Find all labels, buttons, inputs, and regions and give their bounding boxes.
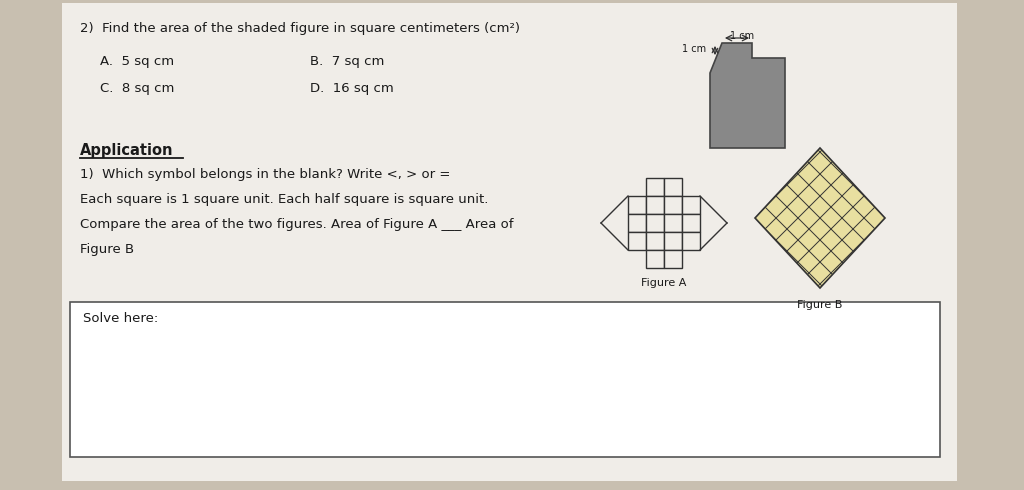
Polygon shape — [755, 148, 885, 288]
Bar — [664, 214, 682, 232]
Bar — [646, 214, 664, 232]
FancyBboxPatch shape — [62, 3, 957, 481]
Text: B.  7 sq cm: B. 7 sq cm — [310, 55, 384, 68]
Text: D.  16 sq cm: D. 16 sq cm — [310, 82, 394, 95]
Bar — [682, 232, 700, 250]
Bar — [664, 178, 682, 196]
Text: 1)  Which symbol belongs in the blank? Write <, > or =: 1) Which symbol belongs in the blank? Wr… — [80, 168, 451, 181]
Text: Solve here:: Solve here: — [83, 312, 159, 325]
Bar — [646, 232, 664, 250]
Bar — [628, 196, 646, 214]
Text: 1 cm: 1 cm — [730, 31, 754, 41]
Bar — [682, 196, 700, 214]
Bar — [664, 196, 682, 214]
Text: 1 cm: 1 cm — [682, 44, 707, 54]
Text: A.  5 sq cm: A. 5 sq cm — [100, 55, 174, 68]
Bar — [628, 214, 646, 232]
Text: Figure B: Figure B — [80, 243, 134, 256]
Text: Application: Application — [80, 143, 173, 158]
FancyBboxPatch shape — [70, 302, 940, 457]
Bar — [628, 232, 646, 250]
Bar — [646, 178, 664, 196]
Bar — [682, 214, 700, 232]
Bar — [664, 250, 682, 268]
Bar — [646, 196, 664, 214]
Text: Each square is 1 square unit. Each half square is square unit.: Each square is 1 square unit. Each half … — [80, 193, 488, 206]
Text: Figure B: Figure B — [798, 300, 843, 310]
Bar — [646, 250, 664, 268]
Text: 2)  Find the area of the shaded figure in square centimeters (cm²): 2) Find the area of the shaded figure in… — [80, 22, 520, 35]
Bar — [664, 232, 682, 250]
Text: Figure A: Figure A — [641, 278, 687, 288]
Text: Compare the area of the two figures. Area of Figure A ___ Area of: Compare the area of the two figures. Are… — [80, 218, 513, 231]
Text: C.  8 sq cm: C. 8 sq cm — [100, 82, 174, 95]
Polygon shape — [710, 43, 785, 148]
